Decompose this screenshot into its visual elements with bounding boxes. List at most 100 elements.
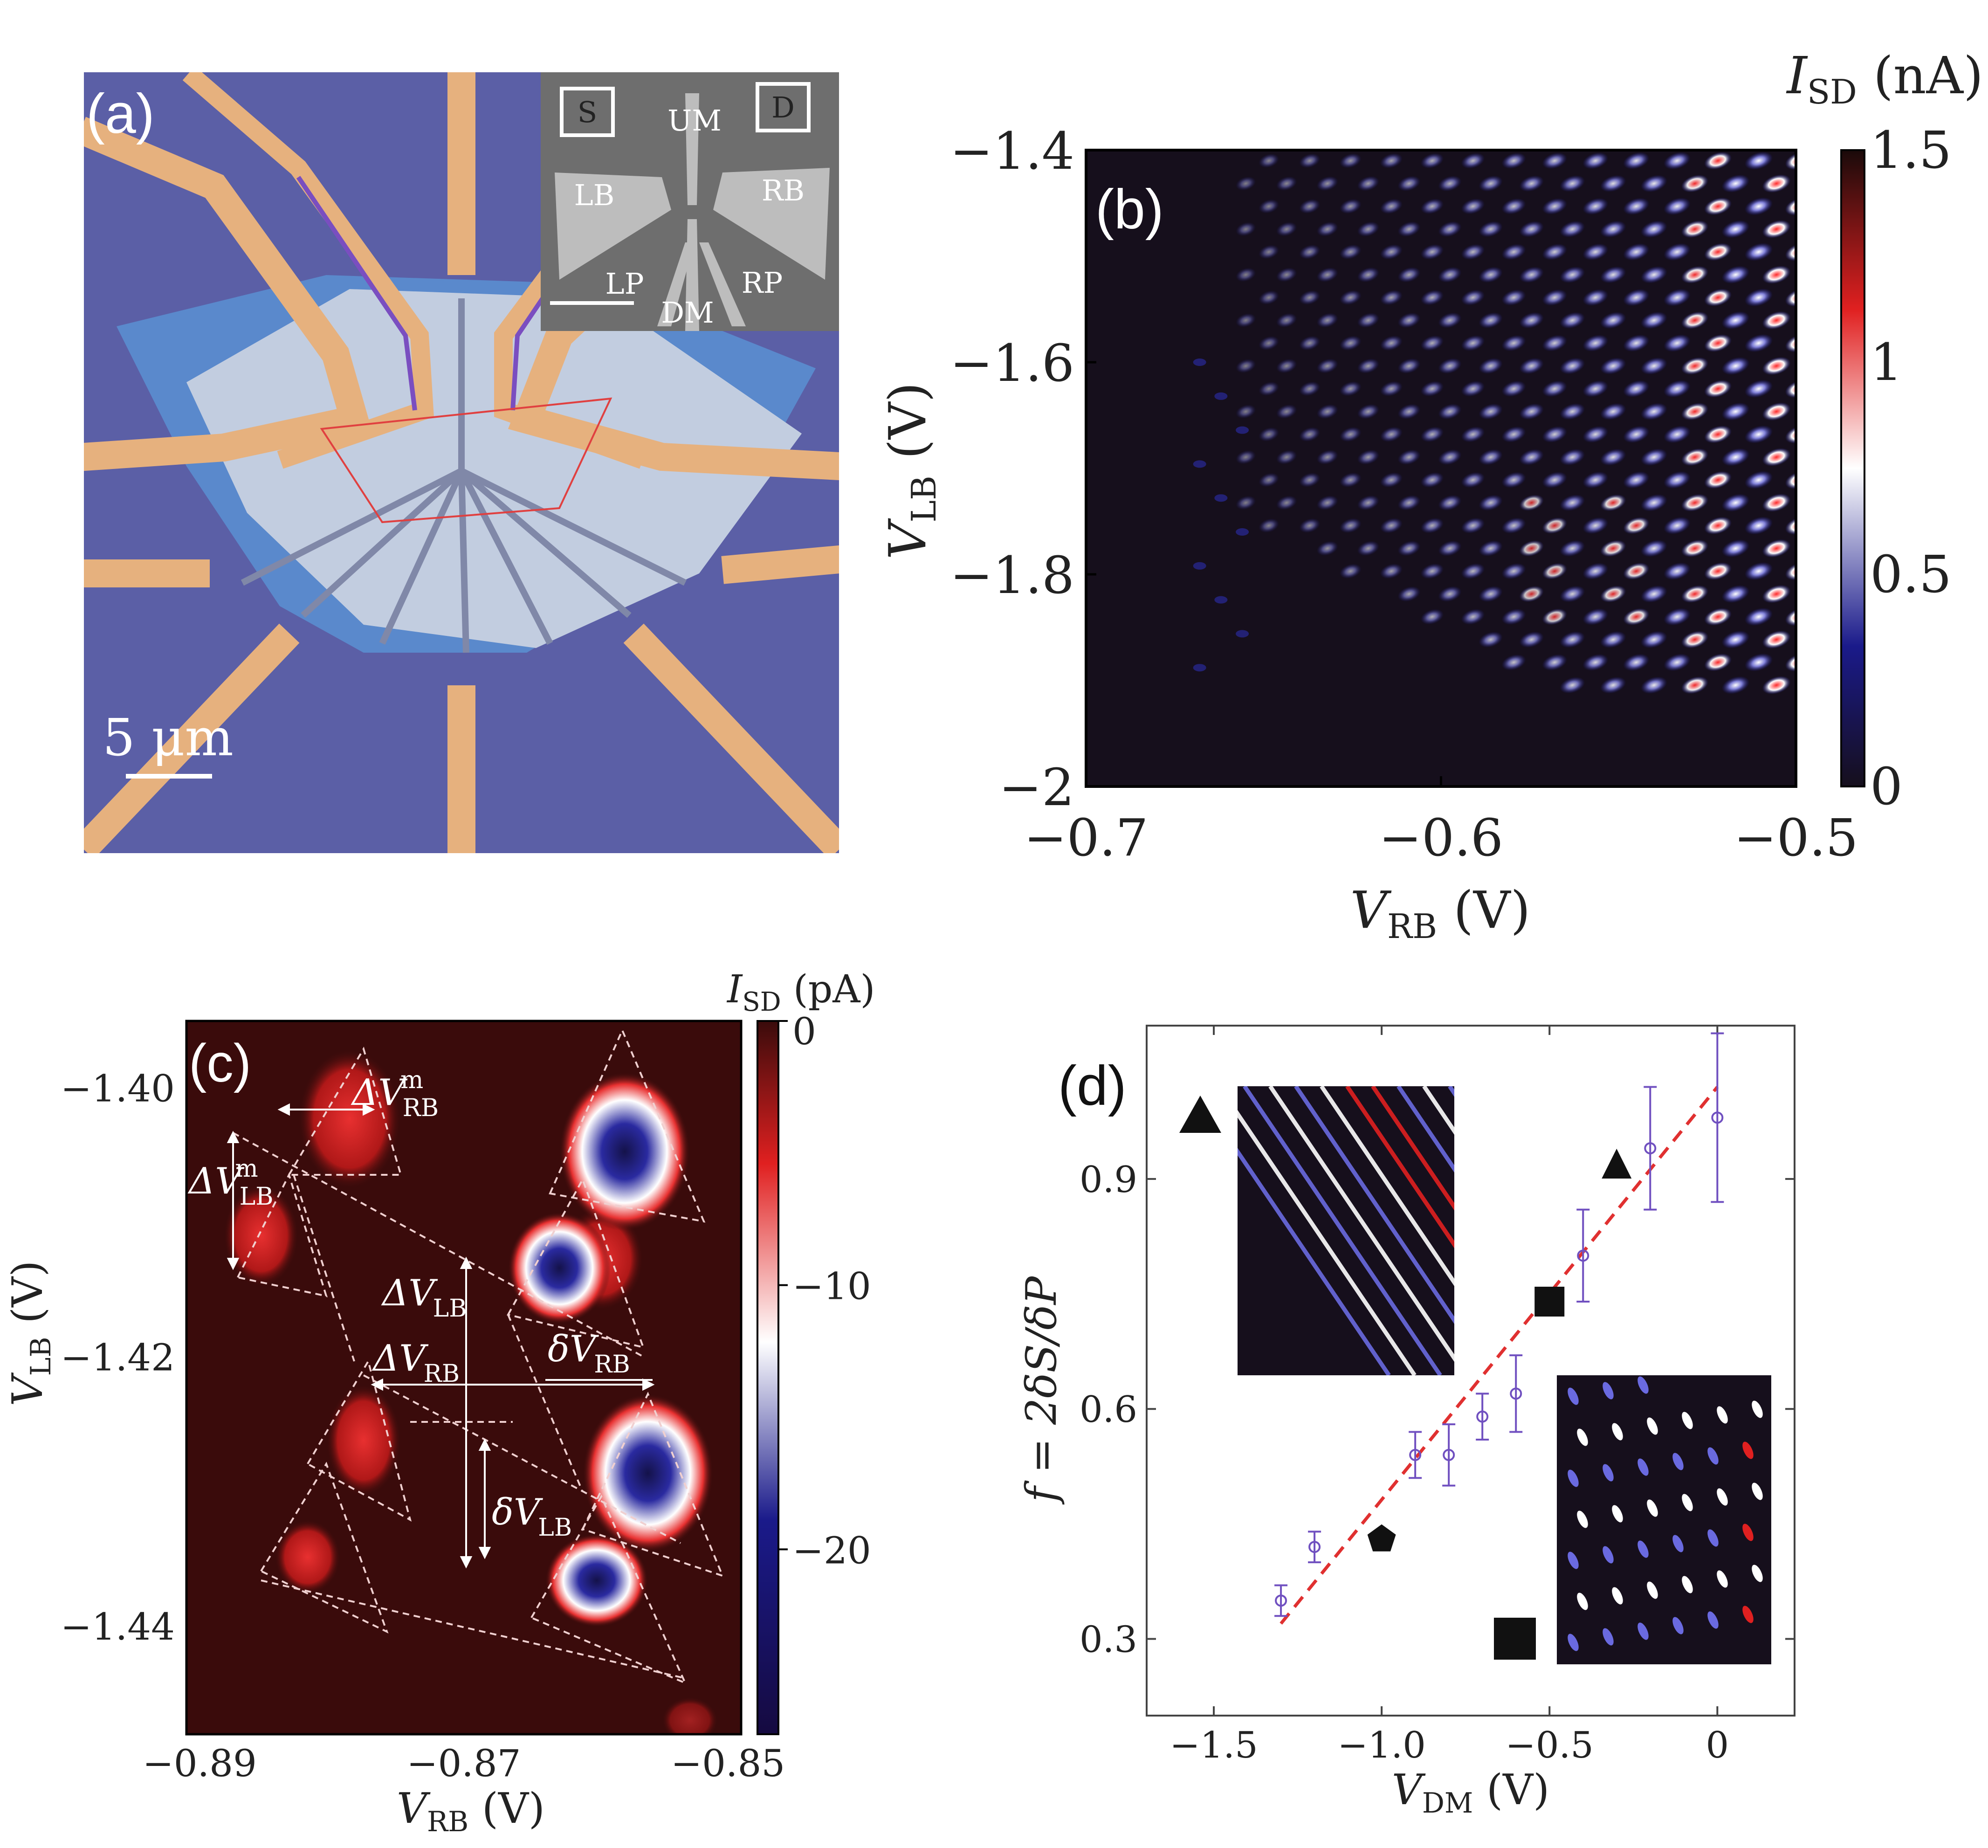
heatmap-b-blob xyxy=(1420,153,1444,169)
inset-dot xyxy=(1568,1551,1579,1569)
heatmap-b-blob xyxy=(1640,539,1667,557)
heatmap-b-blob xyxy=(1461,563,1485,579)
heatmap-b-blob xyxy=(1800,581,1834,607)
heatmap-b-blob xyxy=(1762,448,1791,467)
inset-stripe xyxy=(1243,1086,1442,1375)
inset-stripe xyxy=(1238,1148,1391,1375)
d-xtick-label: −1.5 xyxy=(1169,1724,1258,1766)
heatmap-b-blob xyxy=(1762,174,1791,193)
heatmap-b-blob xyxy=(1316,313,1338,328)
heatmap-b-blob xyxy=(1721,357,1750,375)
b-ytick-label: −1.4 xyxy=(950,121,1074,181)
triangle-marker-icon xyxy=(1179,1096,1221,1133)
heatmap-b-blob xyxy=(1785,334,1796,352)
heatmap-b-blob xyxy=(1560,403,1585,420)
heatmap-b-blob xyxy=(1785,152,1796,170)
heatmap-b-blob xyxy=(1397,176,1421,192)
heatmap-b-blob xyxy=(1560,312,1585,329)
heatmap-b-blob xyxy=(1663,562,1691,580)
heatmap-b-blob xyxy=(1663,380,1691,398)
inset-dot xyxy=(1577,1593,1588,1610)
heatmap-b-blob xyxy=(1623,517,1650,534)
colorbar-b-ticks: 1.5 1 0.5 0 xyxy=(1870,120,1952,816)
inset-dot xyxy=(1647,1417,1658,1435)
c-xlabel: VRB (V) xyxy=(397,1784,545,1838)
heatmap-b-faint-blob xyxy=(1214,494,1228,502)
heatmap-b-blob xyxy=(1560,586,1585,602)
heatmap-b-blob xyxy=(1640,220,1667,238)
inset-dot xyxy=(1752,1400,1763,1418)
heatmap-b-blob xyxy=(1721,448,1750,466)
heatmap-b-blob xyxy=(1560,221,1585,238)
heatmap-b-blob xyxy=(1600,357,1626,375)
heatmap-b-blob xyxy=(1438,586,1462,602)
inset-dot xyxy=(1742,1524,1754,1541)
b-ytick-label: −1.6 xyxy=(950,333,1074,393)
data-point xyxy=(1510,1387,1522,1400)
annotation-dvrb-m: ΔVRBm xyxy=(351,1066,439,1122)
heatmap-b-blob xyxy=(1721,220,1750,238)
heatmap-b-blob xyxy=(1560,676,1585,694)
heatmap-b-blob xyxy=(1276,450,1297,465)
heatmap-b-blob xyxy=(1380,290,1403,305)
c-ytick-label: −1.40 xyxy=(61,1067,175,1110)
heatmap-b-blob xyxy=(1704,653,1732,671)
heatmap-b-blob xyxy=(1623,289,1650,306)
heatmap-b-blob xyxy=(1600,266,1626,283)
heatmap-b-blob xyxy=(1236,222,1256,236)
heatmap-b-blob xyxy=(1276,359,1297,373)
heatmap-b-blob xyxy=(1357,176,1380,191)
heatmap-b-blob xyxy=(1623,243,1650,261)
inset-dot xyxy=(1603,1382,1614,1400)
annotation-dvlb-m: ΔVLBm xyxy=(187,1155,273,1211)
data-point xyxy=(1711,1111,1724,1124)
heatmap-b-faint-blob xyxy=(1193,664,1206,672)
heatmap-b-blob xyxy=(1744,379,1773,398)
heatmap-b-blob xyxy=(1800,490,1834,516)
pentagon-marker xyxy=(1367,1524,1396,1551)
inset-dot xyxy=(1603,1546,1614,1564)
heatmap-b-blob xyxy=(1623,380,1650,398)
heatmap-b-blob xyxy=(1397,221,1421,237)
heatmap-b-faint-blob xyxy=(1214,596,1228,604)
heatmap-b-blob xyxy=(1744,197,1773,216)
heatmap-b-blob xyxy=(1479,221,1503,237)
heatmap-b-blob xyxy=(1519,449,1544,466)
sem-inset: S UM D LB RB LP RP DM xyxy=(541,72,839,331)
heatmap-b-blob xyxy=(1600,540,1626,557)
heatmap-b-blob xyxy=(1560,448,1585,466)
heatmap-b-faint-blob xyxy=(1236,528,1249,536)
heatmap-b-blob xyxy=(1438,495,1462,511)
heatmap-c-ticks: −0.89 −0.87 −0.85 −1.40 −1.42 −1.44 xyxy=(61,1067,785,1785)
heatmap-b-blob xyxy=(1236,176,1256,191)
inset-stripe xyxy=(1396,1086,1454,1173)
panel-a-micrograph: S UM D LB RB LP RP DM (a) 5 μm xyxy=(84,72,839,853)
heatmap-b-blob xyxy=(1704,197,1732,215)
heatmap-b-blob xyxy=(1640,357,1667,375)
annotation-dvlb: ΔVLB xyxy=(381,1272,467,1323)
heatmap-b-blob xyxy=(1380,153,1403,169)
heatmap-b-blob xyxy=(1461,290,1485,306)
heatmap-b-blob xyxy=(1501,426,1526,443)
heatmap-b-blob xyxy=(1339,427,1362,442)
heatmap-b-blob xyxy=(1744,288,1773,307)
heatmap-b-blob xyxy=(1259,381,1279,396)
heatmap-c-blue-blob xyxy=(583,1394,713,1552)
inset-label-lp: LP xyxy=(605,267,644,301)
panel-d-label: (d) xyxy=(1058,1055,1127,1117)
heatmap-b-blob xyxy=(1762,357,1791,375)
heatmap-b-blob xyxy=(1380,335,1403,351)
heatmap-b-blob xyxy=(1299,381,1321,396)
heatmap-b-blob xyxy=(1357,495,1380,510)
heatmap-b-blob xyxy=(1600,403,1626,421)
heatmap-c-annotations: ΔVRBm ΔVLBm ΔVLB ΔVRB δVRB δVLB xyxy=(187,1066,630,1542)
heatmap-b-blob xyxy=(1663,471,1691,489)
heatmap-b-blob xyxy=(1339,381,1362,396)
heatmap-b-blob xyxy=(1623,334,1650,352)
heatmap-b-blob xyxy=(1236,496,1256,510)
heatmap-b-blob xyxy=(1276,495,1297,510)
colorbar-b-title: ISD (nA) xyxy=(1786,46,1983,111)
heatmap-b-blob xyxy=(1479,631,1503,648)
heatmap-b-blob xyxy=(1600,311,1626,329)
panel-c-label: (c) xyxy=(189,1034,251,1093)
